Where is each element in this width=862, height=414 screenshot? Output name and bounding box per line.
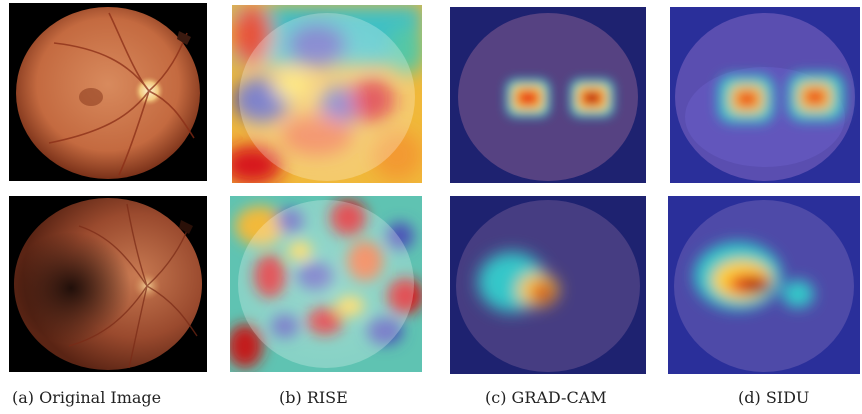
caption-sidu: (d) SIDU bbox=[738, 388, 810, 407]
caption-grad-cam: (c) GRAD-CAM bbox=[485, 388, 607, 407]
rise-heatmap-top bbox=[232, 5, 422, 183]
gradcam-heatmap-top bbox=[450, 7, 646, 183]
sidu-heatmap-bottom bbox=[668, 196, 860, 374]
caption-original-image: (a) Original Image bbox=[12, 388, 162, 407]
sidu-heatmap-top bbox=[670, 7, 860, 183]
original-fundus-top bbox=[9, 3, 207, 181]
rise-heatmap-bottom bbox=[230, 196, 422, 372]
caption-rise: (b) RISE bbox=[279, 388, 348, 407]
original-fundus-bottom bbox=[9, 196, 207, 372]
gradcam-heatmap-bottom bbox=[450, 196, 646, 374]
